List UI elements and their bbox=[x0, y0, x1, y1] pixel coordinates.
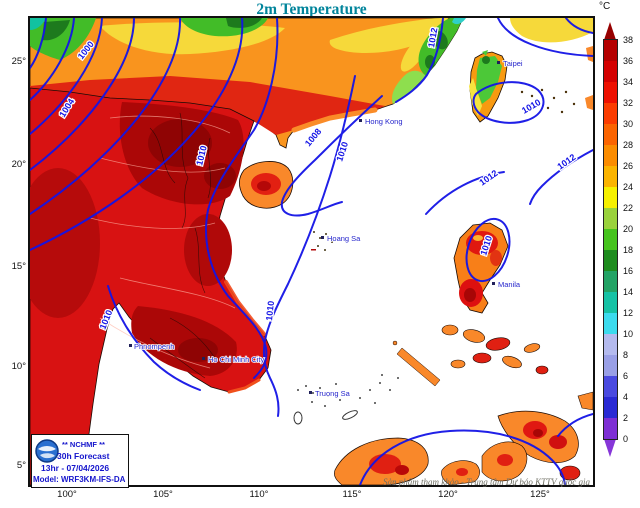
lat-label-25: 25° bbox=[11, 56, 26, 67]
lon-label-105: 105° bbox=[153, 489, 173, 500]
colorbar-cell bbox=[604, 229, 617, 250]
lon-label-100: 100° bbox=[57, 489, 77, 500]
colorbar-tick-label: 36 bbox=[623, 56, 634, 66]
colorbar-arrow-bottom bbox=[604, 439, 616, 457]
city-label-manila: Manila bbox=[498, 280, 521, 289]
colorbar-tick-label: 8 bbox=[623, 350, 629, 360]
colorbar: 38 36 34 32 30 28 26 24 22 20 18 16 14 12 10 8 6 4 2 0 bbox=[603, 22, 633, 457]
lon-label-110: 110° bbox=[249, 489, 269, 500]
legend-model: Model: WRF3KM-IFS-DA bbox=[33, 475, 126, 484]
colorbar-cell bbox=[604, 187, 617, 208]
colorbar-tick-label: 16 bbox=[623, 266, 634, 276]
region-hainan bbox=[238, 161, 294, 209]
colorbar-tick-label: 38 bbox=[623, 35, 634, 45]
lat-label-10: 10° bbox=[11, 361, 26, 372]
legend-forecast: 30h Forecast bbox=[57, 451, 110, 461]
page-title: 2m Temperature bbox=[256, 1, 367, 18]
small-islands bbox=[136, 46, 593, 362]
colorbar-cell bbox=[604, 61, 617, 82]
colorbar-cell bbox=[604, 355, 617, 376]
colorbar-cell bbox=[604, 103, 617, 124]
region-indochina bbox=[30, 87, 272, 485]
colorbar-cell bbox=[604, 397, 617, 418]
legend-valid-time: 13hr - 07/04/2026 bbox=[41, 463, 110, 473]
colorbar-tick-label: 26 bbox=[623, 161, 634, 171]
colorbar-cell bbox=[604, 271, 617, 292]
isobar-lines bbox=[30, 18, 593, 485]
isobar-label-1010-south: 1010 bbox=[264, 300, 276, 321]
colorbar-cell bbox=[604, 208, 617, 229]
colorbar-tick-label: 2 bbox=[623, 413, 629, 423]
colorbar-cell bbox=[604, 418, 617, 439]
colorbar-cell bbox=[604, 124, 617, 145]
nchmf-logo bbox=[35, 439, 59, 463]
colorbar-cell bbox=[604, 145, 617, 166]
colorbar-tick-label: 22 bbox=[623, 203, 634, 213]
footer-credit: Sản phẩm tham khảo - Trung tâm Dự báo KT… bbox=[382, 477, 590, 487]
colorbar-tick-label: 6 bbox=[623, 371, 629, 381]
city-label-taipei: Taipei bbox=[503, 59, 523, 68]
colorbar-tick-label: 34 bbox=[623, 77, 634, 87]
lat-label-20: 20° bbox=[11, 159, 26, 170]
colorbar-tick-label: 24 bbox=[623, 182, 634, 192]
lon-label-120: 120° bbox=[438, 489, 458, 500]
region-mindanao bbox=[497, 391, 593, 481]
colorbar-cells bbox=[603, 39, 618, 440]
truong-sa-islets bbox=[293, 374, 399, 425]
colorbar-tick-label: 32 bbox=[623, 98, 634, 108]
region-borneo bbox=[334, 437, 528, 485]
colorbar-tick-label: 0 bbox=[623, 434, 629, 444]
temperature-contour-lines bbox=[89, 115, 236, 369]
city-label-hcmc: Ho Chi Minh City bbox=[208, 355, 265, 364]
region-china-shading bbox=[30, 18, 593, 135]
colorbar-tick-label: 30 bbox=[623, 119, 634, 129]
colorbar-cell bbox=[604, 82, 617, 103]
lat-label-5: 5° bbox=[16, 460, 26, 471]
colorbar-tick-label: 12 bbox=[623, 308, 634, 318]
colorbar-tick-label: 14 bbox=[623, 287, 634, 297]
map-frame: 1000 1004 1008 1010 1010 1010 1010 1010 … bbox=[28, 16, 595, 487]
colorbar-tick-label: 18 bbox=[623, 245, 634, 255]
colorbar-tick-label: 20 bbox=[623, 224, 634, 234]
colorbar-arrow-top bbox=[604, 22, 616, 40]
lon-label-115: 115° bbox=[342, 489, 362, 500]
colorbar-cell bbox=[604, 166, 617, 187]
city-label-phnompenh: Phnompenh bbox=[134, 342, 174, 351]
temperature-map: 1000 1004 1008 1010 1010 1010 1010 1010 … bbox=[30, 18, 593, 485]
colorbar-cell bbox=[604, 40, 617, 61]
colorbar-cell bbox=[604, 250, 617, 271]
colorbar-cell bbox=[604, 313, 617, 334]
colorbar-cell bbox=[604, 376, 617, 397]
city-markers bbox=[129, 61, 500, 394]
colorbar-tick-label: 4 bbox=[623, 392, 629, 402]
region-palawan bbox=[392, 340, 441, 387]
city-label-hongkong: Hong Kong bbox=[365, 117, 403, 126]
colorbar-cell bbox=[604, 334, 617, 355]
lon-label-125: 125° bbox=[530, 489, 550, 500]
city-label-hoangsa: Hoang Sa bbox=[327, 234, 361, 243]
colorbar-cell bbox=[604, 292, 617, 313]
forecast-info-box: ** NCHMF ** 30h Forecast 13hr - 07/04/20… bbox=[31, 434, 129, 488]
city-labels: Taipei Hong Kong Hoang Sa Truong Sa Ho C… bbox=[133, 58, 524, 399]
hoang-sa-islets bbox=[311, 231, 333, 251]
legend-org: ** NCHMF ** bbox=[62, 440, 105, 449]
colorbar-tick-label: 10 bbox=[623, 329, 634, 339]
colorbar-tick-label: 28 bbox=[623, 140, 634, 150]
province-borders bbox=[149, 112, 216, 379]
lat-label-15: 15° bbox=[11, 261, 26, 272]
colorbar-unit: °C bbox=[599, 1, 611, 12]
city-label-truongsa: Truong Sa bbox=[315, 389, 351, 398]
region-visayas bbox=[441, 324, 549, 375]
isobar-label-1012-north: 1012 bbox=[426, 27, 439, 48]
